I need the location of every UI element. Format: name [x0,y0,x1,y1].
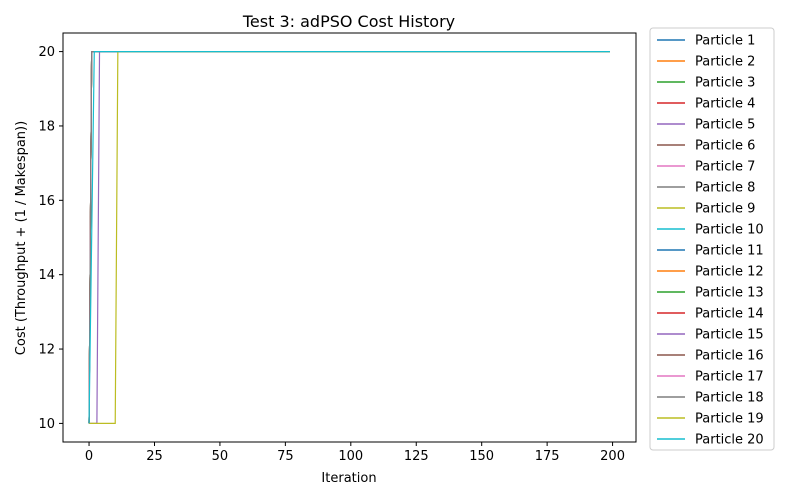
series-line-particle-14 [88,50,610,424]
series-line-particle-1 [88,50,610,424]
series-line-particle-19 [89,50,610,425]
series-layer [88,50,610,425]
series-line-particle-20 [88,50,610,424]
series-line-particle-2 [88,50,610,424]
series-line-particle-6 [88,50,610,424]
x-tick-label: 75 [277,449,294,464]
y-tick-label: 16 [38,194,55,209]
legend-label-particle-17: Particle 17 [695,370,764,385]
series-line-particle-10 [88,50,610,424]
x-tick-label: 25 [146,449,163,464]
series-line-particle-15 [89,50,610,425]
legend-label-particle-10: Particle 10 [695,223,764,238]
series-line-particle-16 [88,50,610,424]
legend-label-particle-16: Particle 16 [695,349,764,364]
legend-label-particle-2: Particle 2 [695,55,755,70]
legend-label-particle-5: Particle 5 [695,118,755,133]
legend-label-particle-19: Particle 19 [695,412,764,427]
series-line-particle-13 [88,50,610,424]
legend-label-particle-3: Particle 3 [695,76,755,91]
x-axis: 0 25 50 75 100 125 150 175 200 [85,442,625,464]
legend-label-particle-20: Particle 20 [695,433,764,448]
legend-label-particle-12: Particle 12 [695,265,764,280]
series-line-particle-4 [88,50,610,424]
legend-label-particle-4: Particle 4 [695,97,755,112]
series-line-particle-17 [88,50,610,424]
legend-label-particle-15: Particle 15 [695,328,764,343]
x-tick-label: 100 [338,449,363,464]
legend-items: Particle 1 Particle 2 Particle 3 Particle 4… [657,34,764,448]
legend-label-particle-11: Particle 11 [695,244,764,259]
series-line-particle-7 [88,50,610,424]
plot-area [62,32,637,443]
series-line-particle-12 [88,50,610,424]
x-axis-label: Iteration [321,471,376,486]
legend-label-particle-1: Particle 1 [695,34,755,49]
series-line-particle-11 [88,50,610,424]
x-tick-label: 125 [404,449,429,464]
legend-frame [649,27,775,451]
legend-label-particle-9: Particle 9 [695,202,755,217]
legend-label-particle-18: Particle 18 [695,391,764,406]
series-line-particle-5 [88,50,610,424]
legend: Particle 1 Particle 2 Particle 3 Particle 4… [649,27,775,451]
y-tick-label: 14 [38,268,55,283]
y-tick-label: 10 [38,417,55,432]
series-line-particle-3 [88,50,610,424]
x-tick-label: 175 [535,449,560,464]
x-tick-label: 200 [600,449,625,464]
legend-label-particle-8: Particle 8 [695,181,755,196]
x-tick-label: 150 [469,449,494,464]
y-axis-label: Cost (Throughput + (1 / Makespan)) [14,121,29,355]
y-tick-label: 12 [38,343,55,358]
legend-label-particle-6: Particle 6 [695,139,755,154]
chart-title: Test 3: adPSO Cost History [242,12,455,31]
series-line-particle-18 [88,50,610,424]
series-line-particle-9 [88,50,610,424]
legend-label-particle-14: Particle 14 [695,307,764,322]
x-tick-label: 0 [85,449,93,464]
legend-label-particle-13: Particle 13 [695,286,764,301]
y-tick-label: 20 [38,45,55,60]
x-tick-label: 50 [212,449,229,464]
y-axis: 10 12 14 16 18 20 [38,45,63,432]
legend-label-particle-7: Particle 7 [695,160,755,175]
series-line-particle-8 [88,50,610,424]
y-tick-label: 18 [38,119,55,134]
